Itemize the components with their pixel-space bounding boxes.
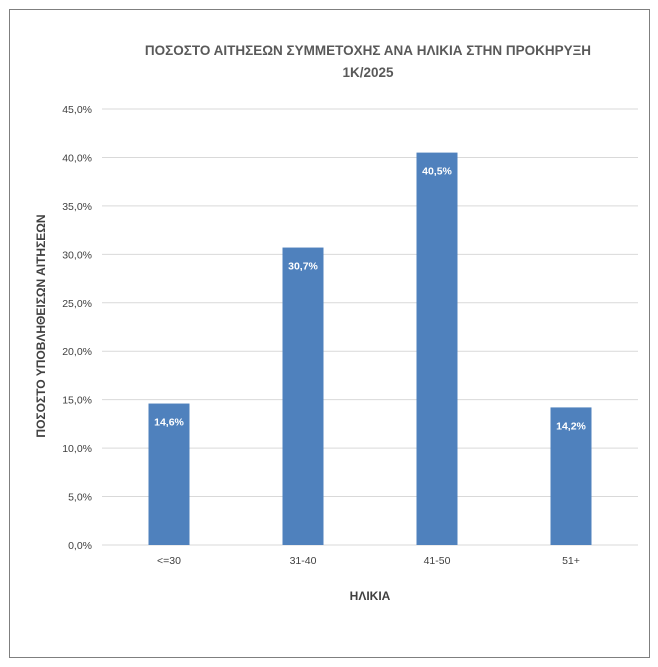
x-tick-label: 31-40 xyxy=(290,555,317,567)
y-tick-label: 20,0% xyxy=(62,346,92,358)
x-tick-label: 51+ xyxy=(562,555,580,567)
y-tick-label: 40,0% xyxy=(62,152,92,164)
y-tick-label: 45,0% xyxy=(62,104,92,116)
y-tick-label: 15,0% xyxy=(62,395,92,407)
data-labels: 14,6% 30,7% 40,5% 14,2% xyxy=(154,166,586,433)
y-tick-label: 5,0% xyxy=(68,492,92,504)
bar-31-40 xyxy=(282,247,324,545)
data-label: 30,7% xyxy=(288,261,318,273)
bars xyxy=(148,152,592,545)
data-label: 40,5% xyxy=(422,166,452,178)
x-tick-label: <=30 xyxy=(157,555,181,567)
data-label: 14,2% xyxy=(556,420,586,432)
bar-41-50 xyxy=(416,152,458,545)
x-axis-title: ΗΛΙΚΙΑ xyxy=(350,589,391,603)
chart-title-line-1: ΠΟΣΟΣΤΟ ΑΙΤΗΣΕΩΝ ΣΥΜΜΕΤΟΧΗΣ ΑΝΑ ΗΛΙΚΙΑ Σ… xyxy=(145,43,591,58)
y-axis-title: ΠΟΣΟΣΤΟ ΥΠΟΒΛΗΘΕΙΣΩΝ ΑΙΤΗΣΕΩΝ xyxy=(34,214,48,437)
x-axis-ticks: <=30 31-40 41-50 51+ xyxy=(157,555,580,567)
chart-title: ΠΟΣΟΣΤΟ ΑΙΤΗΣΕΩΝ ΣΥΜΜΕΤΟΧΗΣ ΑΝΑ ΗΛΙΚΙΑ Σ… xyxy=(145,43,591,80)
bar-<=30 xyxy=(148,403,190,545)
chart-title-line-2: 1Κ/2025 xyxy=(342,65,394,80)
gridlines xyxy=(102,108,638,546)
bar-51+ xyxy=(550,407,592,545)
x-tick-label: 41-50 xyxy=(424,555,451,567)
y-tick-label: 35,0% xyxy=(62,201,92,213)
y-tick-label: 10,0% xyxy=(62,443,92,455)
chart-frame xyxy=(9,9,650,658)
y-tick-label: 25,0% xyxy=(62,298,92,310)
data-label: 14,6% xyxy=(154,417,184,429)
y-tick-label: 0,0% xyxy=(68,540,92,552)
y-axis-ticks: 0,0% 5,0% 10,0% 15,0% 20,0% 25,0% 30,0% 35,0% 40… xyxy=(62,104,92,552)
y-tick-label: 30,0% xyxy=(62,249,92,261)
